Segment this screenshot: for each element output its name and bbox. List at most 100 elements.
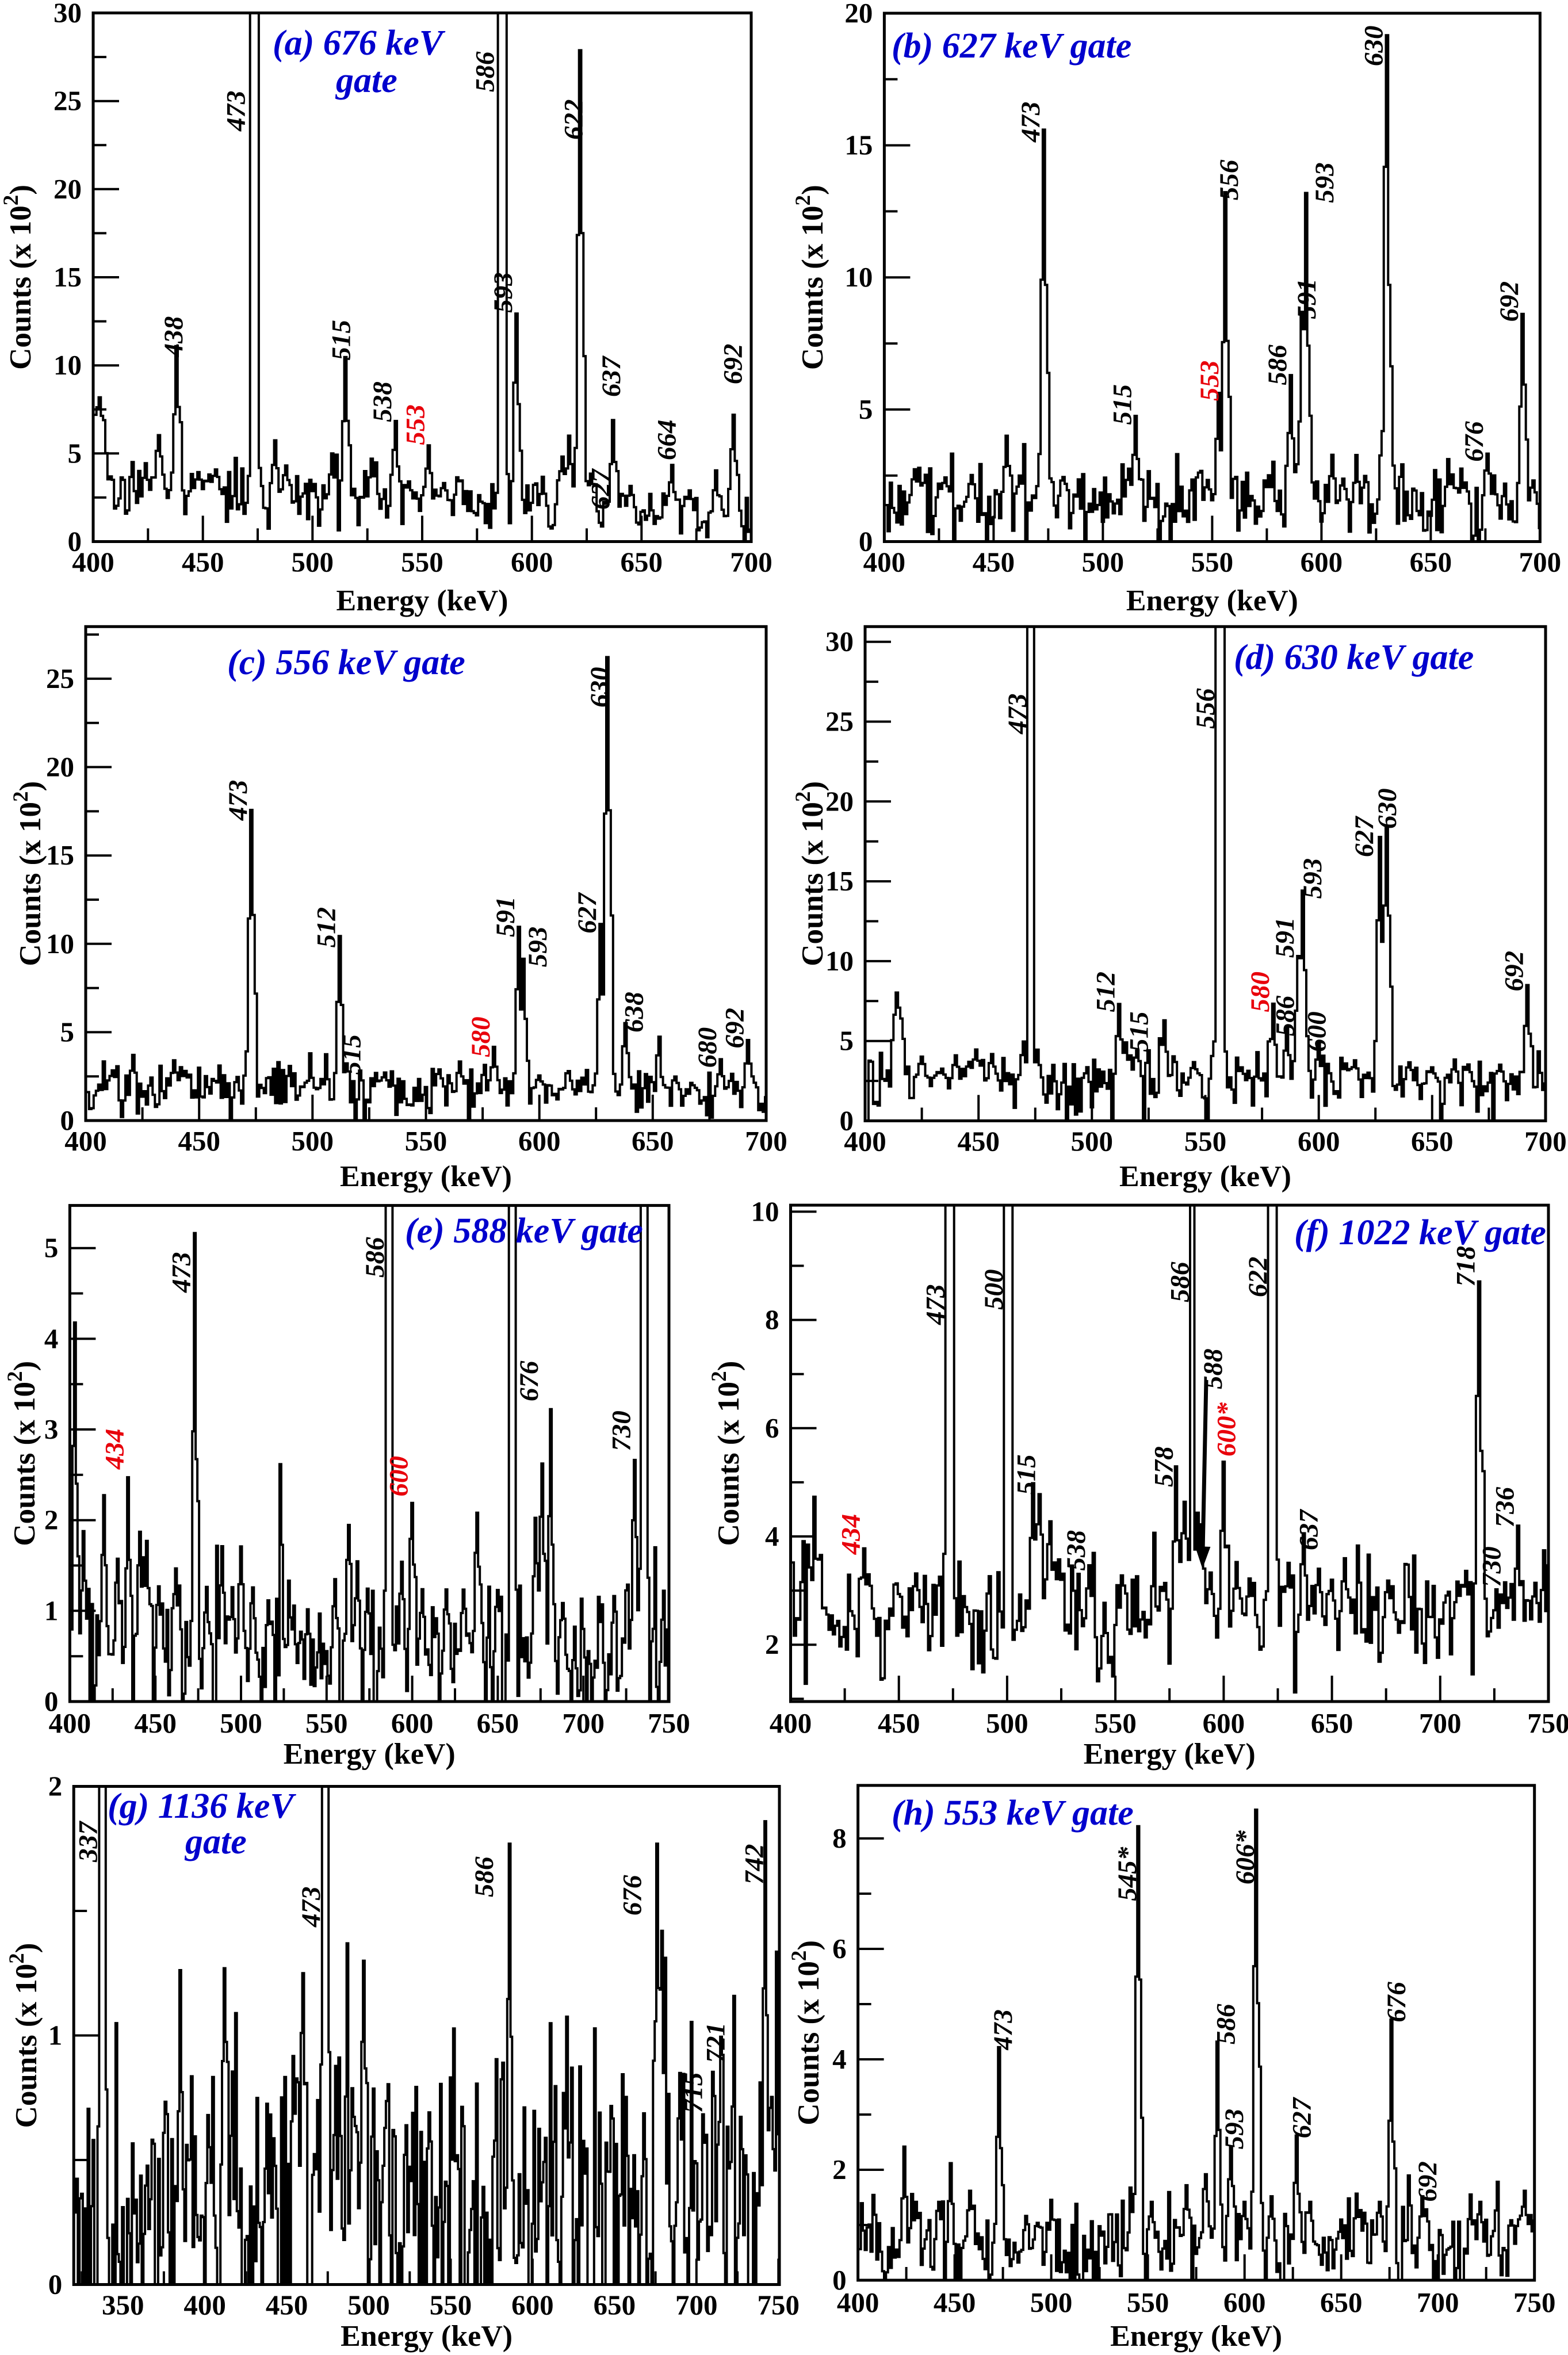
svg-text:600: 600	[1203, 1707, 1245, 1739]
svg-text:Counts (x 102): Counts (x 102)	[9, 781, 47, 966]
svg-text:473: 473	[296, 1887, 326, 1928]
svg-text:473: 473	[1003, 694, 1032, 735]
svg-text:630: 630	[1359, 26, 1389, 67]
svg-text:4: 4	[765, 1520, 779, 1552]
svg-text:700: 700	[1417, 2287, 1459, 2318]
svg-text:622: 622	[559, 100, 589, 140]
svg-text:473: 473	[920, 1284, 950, 1326]
svg-text:630: 630	[585, 667, 615, 708]
svg-text:Energy (keV): Energy (keV)	[336, 584, 508, 617]
svg-text:6: 6	[832, 1933, 847, 1964]
svg-text:553: 553	[1195, 361, 1225, 402]
svg-text:586: 586	[469, 1856, 499, 1897]
svg-text:700: 700	[745, 1125, 787, 1157]
svg-text:450: 450	[134, 1707, 177, 1739]
svg-text:400: 400	[844, 1126, 886, 1157]
svg-text:627: 627	[1287, 2096, 1317, 2138]
svg-text:550: 550	[1184, 1126, 1227, 1157]
svg-text:8: 8	[832, 1822, 847, 1854]
svg-text:3: 3	[44, 1413, 59, 1445]
svg-text:692: 692	[720, 1008, 750, 1049]
svg-text:550: 550	[430, 2289, 472, 2321]
svg-text:500: 500	[1030, 2287, 1073, 2318]
svg-text:500: 500	[220, 1707, 262, 1739]
svg-text:500: 500	[292, 546, 334, 578]
svg-text:550: 550	[305, 1707, 348, 1739]
svg-text:500: 500	[1082, 546, 1125, 578]
svg-text:680: 680	[693, 1027, 722, 1068]
svg-text:Counts (x 102): Counts (x 102)	[0, 185, 37, 370]
svg-text:593: 593	[523, 927, 553, 968]
svg-text:20: 20	[53, 173, 82, 205]
svg-text:750: 750	[758, 2289, 800, 2321]
svg-text:473: 473	[223, 780, 253, 821]
svg-text:593: 593	[488, 272, 518, 313]
svg-text:556: 556	[1214, 159, 1244, 200]
svg-text:450: 450	[973, 546, 1015, 578]
svg-text:700: 700	[675, 2289, 718, 2321]
svg-text:4: 4	[832, 2043, 847, 2075]
svg-text:692: 692	[718, 344, 748, 385]
svg-text:593: 593	[1310, 162, 1340, 203]
svg-text:400: 400	[64, 1125, 107, 1157]
svg-text:gate: gate	[184, 1822, 247, 1861]
svg-text:545*: 545*	[1112, 1846, 1142, 1901]
svg-text:586: 586	[470, 51, 500, 92]
svg-text:6: 6	[765, 1412, 779, 1444]
svg-text:450: 450	[934, 2287, 976, 2318]
svg-text:450: 450	[957, 1126, 1000, 1157]
svg-text:8: 8	[765, 1304, 779, 1336]
svg-text:10: 10	[46, 928, 74, 959]
svg-text:2: 2	[44, 1504, 59, 1536]
svg-text:550: 550	[1191, 546, 1234, 578]
svg-text:700: 700	[562, 1707, 605, 1739]
svg-text:586: 586	[1211, 2004, 1241, 2044]
svg-text:600: 600	[391, 1707, 434, 1739]
svg-text:591: 591	[1270, 917, 1300, 958]
svg-text:Energy (keV): Energy (keV)	[1084, 1738, 1256, 1771]
svg-text:622: 622	[1243, 1257, 1273, 1298]
svg-text:700: 700	[730, 546, 772, 578]
svg-text:(d) 630 keV gate: (d) 630 keV gate	[1234, 638, 1474, 677]
svg-text:Counts (x 102): Counts (x 102)	[5, 1943, 43, 2128]
svg-text:473: 473	[167, 1252, 197, 1294]
svg-text:Energy (keV): Energy (keV)	[340, 1160, 512, 1193]
svg-text:2: 2	[765, 1628, 779, 1660]
svg-text:473: 473	[988, 2009, 1018, 2051]
svg-text:515: 515	[337, 1034, 367, 1075]
svg-text:0: 0	[68, 526, 82, 557]
svg-text:515: 515	[1107, 384, 1137, 425]
svg-text:600: 600	[1298, 1126, 1340, 1157]
svg-text:650: 650	[1410, 546, 1452, 578]
svg-text:637: 637	[1294, 1508, 1324, 1550]
svg-text:400: 400	[49, 1707, 91, 1739]
svg-text:638: 638	[619, 992, 649, 1033]
svg-text:Energy (keV): Energy (keV)	[284, 1738, 456, 1771]
svg-text:(a) 676 keV: (a) 676 keV	[273, 24, 446, 63]
svg-text:600: 600	[1223, 2287, 1266, 2318]
svg-text:0: 0	[48, 2269, 63, 2300]
svg-text:(b) 627 keV gate: (b) 627 keV gate	[892, 26, 1131, 66]
svg-text:650: 650	[594, 2289, 636, 2321]
svg-text:700: 700	[1419, 1707, 1462, 1739]
svg-text:664: 664	[652, 420, 682, 461]
svg-text:500: 500	[292, 1125, 334, 1157]
svg-text:650: 650	[477, 1707, 519, 1739]
svg-text:337: 337	[74, 1820, 104, 1863]
svg-text:Energy (keV): Energy (keV)	[1126, 584, 1298, 617]
svg-text:553: 553	[400, 404, 430, 445]
svg-text:718: 718	[1451, 1246, 1481, 1287]
svg-text:627: 627	[1349, 815, 1379, 857]
svg-text:627: 627	[586, 468, 616, 510]
svg-text:473: 473	[1016, 102, 1046, 143]
svg-text:450: 450	[878, 1707, 920, 1739]
svg-text:10: 10	[825, 945, 854, 977]
svg-text:350: 350	[102, 2289, 144, 2321]
svg-text:600: 600	[384, 1456, 414, 1497]
svg-text:515: 515	[327, 320, 357, 361]
svg-text:550: 550	[1094, 1707, 1137, 1739]
svg-text:Counts (x 102): Counts (x 102)	[791, 781, 829, 966]
svg-text:500: 500	[347, 2289, 390, 2321]
svg-text:Energy (keV): Energy (keV)	[1119, 1160, 1291, 1193]
svg-text:742: 742	[740, 1844, 770, 1885]
